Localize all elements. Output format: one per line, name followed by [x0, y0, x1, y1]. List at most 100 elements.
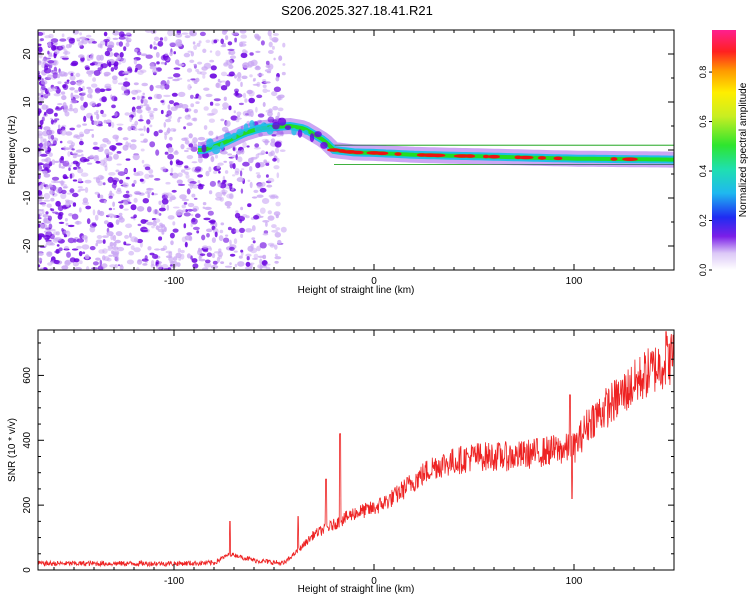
spectrogram-noise-dot [140, 69, 147, 73]
spectrogram-noise-dot [259, 187, 267, 193]
spectrogram-noise-dot [133, 82, 139, 86]
spectrogram-noise-dot [184, 165, 189, 169]
spectrogram-noise-dot [141, 96, 145, 99]
spectrogram-track-peak [537, 156, 547, 160]
spectrogram-noise-dot [85, 266, 90, 270]
spectrogram-noise-dot [41, 116, 45, 122]
spectrogram-noise-dot [235, 118, 240, 123]
spectrogram-noise-dot [213, 39, 218, 44]
spectrogram-noise-dot [118, 212, 123, 217]
spectrogram-noise-dot [134, 70, 138, 73]
spectrogram-noise-dot [229, 253, 236, 257]
spectrogram-noise-dot [117, 82, 124, 85]
spectrogram-noise-dot [64, 81, 70, 84]
spectrogram-noise-dot [52, 72, 59, 79]
spectrogram-noise-dot [181, 198, 190, 202]
spectrogram-noise-dot [136, 238, 143, 244]
spectrogram-noise-dot [114, 112, 118, 118]
spectrogram-noise-dot [78, 86, 82, 92]
spectrogram-noise-dot [144, 173, 151, 179]
spectrogram-noise-dot [125, 158, 131, 161]
snr-ylabel: SNR (10 * v/v) [7, 418, 18, 482]
spectrogram-noise-dot [39, 142, 43, 148]
spectrogram-noise-dot [203, 217, 211, 221]
spectrogram-noise-dot [47, 262, 53, 266]
spectrogram-noise-dot [255, 65, 260, 69]
spectrogram-noise-dot [86, 162, 93, 165]
spectrogram-noise-dot [202, 202, 207, 206]
spectrogram-noise-dot [46, 108, 54, 115]
spectrogram-noise-dot [89, 154, 95, 159]
spectrogram-noise-dot [38, 190, 43, 196]
spectrogram-track-blob [320, 141, 328, 149]
spectrogram-noise-dot [116, 163, 122, 166]
spectrogram-noise-dot [103, 162, 108, 168]
spectrogram-noise-dot [65, 200, 70, 207]
spectrogram-noise-dot [47, 215, 53, 221]
spectrogram-noise-dot [105, 88, 112, 91]
spectrogram-ytick-label: -10 [22, 190, 33, 205]
spectrogram-noise-dot [113, 188, 117, 190]
spectrogram-noise-dot [177, 248, 181, 253]
spectrogram-noise-dot [256, 174, 261, 179]
spectrogram-noise-dot [152, 209, 159, 215]
spectrogram-noise-dot [91, 267, 99, 270]
spectrogram-noise-dot [136, 171, 144, 176]
spectrogram-noise-dot [64, 245, 69, 250]
spectrogram-noise-dot [122, 194, 130, 199]
spectrogram-noise-dot [78, 207, 82, 213]
spectrogram-noise-dot [190, 94, 194, 99]
spectrogram-noise-dot [210, 265, 219, 269]
spectrogram-noise-dot [103, 119, 107, 124]
spectrogram-noise-dot [258, 132, 263, 137]
spectrogram-noise-dot [229, 246, 235, 251]
spectrogram-track-blob [249, 120, 255, 129]
spectrogram-noise-dot [167, 153, 175, 160]
spectrogram-noise-dot [202, 249, 209, 253]
spectrogram-noise-dot [71, 148, 75, 151]
spectrogram-noise-dot [102, 138, 109, 143]
spectrogram-noise-dot [64, 260, 71, 267]
spectrogram-noise-dot [206, 252, 213, 257]
spectrogram-noise-dot [63, 234, 67, 238]
spectrogram-noise-dot [213, 170, 218, 174]
spectrogram-noise-dot [137, 223, 142, 227]
spectrogram-noise-dot [218, 170, 221, 174]
spectrogram-noise-dot [73, 238, 77, 243]
spectrogram-noise-dot [132, 97, 136, 100]
colorbar: 0.0 0.2 0.4 0.6 0.8 Normalized spectral ampl… [698, 30, 749, 276]
spectrogram-noise-dot [192, 41, 196, 45]
spectrogram-noise-dot [256, 183, 263, 189]
spectrogram-noise-dot [240, 188, 244, 194]
spectrogram-noise-dot [197, 61, 203, 65]
spectrogram-noise-dot [233, 110, 236, 114]
spectrogram-noise-dot [97, 67, 102, 72]
spectrogram-noise-dot [175, 104, 183, 109]
spectrogram-noise-dot [202, 74, 206, 79]
spectrogram-noise-dot [125, 37, 132, 43]
spectrogram-noise-dot [81, 38, 89, 45]
spectrogram-noise-dot [119, 264, 123, 268]
spectrogram-noise-dot [149, 84, 154, 92]
spectrogram-noise-dot [164, 62, 167, 66]
spectrogram-noise-dot [102, 255, 106, 261]
spectrogram-noise-dot [94, 87, 101, 94]
spectrogram-noise-dot [99, 143, 107, 148]
spectrogram-noise-dot [112, 30, 120, 36]
spectrogram-noise-dot [183, 126, 187, 130]
spectrogram-noise-dot [70, 80, 76, 86]
spectrogram-noise-dot [126, 32, 131, 35]
spectrogram-noise-dot [149, 44, 153, 49]
spectrogram-noise-dot [101, 113, 107, 118]
spectrogram-xtick-label: -100 [164, 276, 184, 287]
spectrogram-noise-dot [275, 227, 281, 231]
spectrogram-noise-dot [38, 108, 42, 115]
spectrogram-noise-dot [132, 109, 137, 114]
spectrogram-noise-dot [45, 231, 53, 237]
spectrogram-noise-dot [240, 34, 247, 39]
spectrogram-noise-dot [186, 232, 193, 236]
spectrogram-noise-dot [95, 177, 101, 184]
spectrogram-noise-dot [108, 172, 116, 176]
spectrogram-noise-dot [183, 223, 187, 229]
